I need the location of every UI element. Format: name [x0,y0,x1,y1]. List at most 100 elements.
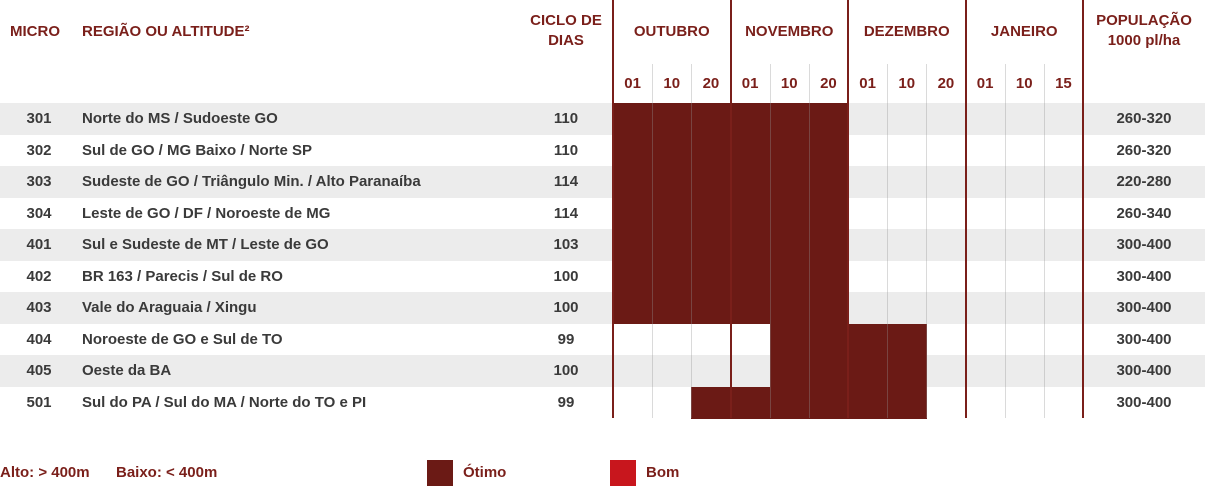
month-divider [964,0,967,418]
month-divider [847,0,850,418]
day-divider [926,64,928,418]
day-label: 20 [702,75,720,92]
period-cell [769,292,810,324]
day-divider [808,64,810,418]
day-label: 01 [859,75,876,92]
region-name: Sul do PA / Sul do MA / Norte do TO e PI [82,393,367,411]
period-cell [848,386,888,419]
period-cell [652,166,692,198]
period-cell [613,229,653,261]
period-cell [808,355,849,387]
day-label: 01 [741,75,759,92]
micro-code: 403 [26,299,52,316]
period-cell [691,103,731,135]
micro-code: 302 [26,141,52,159]
period-cell [730,197,771,230]
period-cell [691,260,731,293]
period-cell [691,134,731,167]
period-cell [808,134,849,167]
population: 300-400 [1116,236,1172,253]
period-cell [769,355,810,387]
cycle-days: 99 [557,330,575,348]
micro-code: 301 [26,110,52,127]
period-cell [730,260,771,293]
period-cell [808,166,849,198]
day-label: 10 [780,75,798,92]
period-cell [613,103,653,135]
period-cell [808,386,849,419]
region-name: Vale do Araguaia / Xingu [82,299,257,316]
day-divider [1043,64,1045,418]
period-cell [769,166,810,198]
month-label: JANEIRO [990,23,1058,40]
legend-swatch [427,460,453,486]
cycle-days: 100 [553,362,579,379]
population: 300-400 [1116,267,1172,285]
micro-code: 303 [26,173,52,190]
region-name: Oeste da BA [82,362,172,379]
header-micro: MICRO [10,23,60,40]
row-band [0,292,1205,324]
region-name: Sul de GO / MG Baixo / Norte SP [82,141,313,159]
period-cell [652,260,692,293]
region-name: Noroeste de GO e Sul de TO [82,330,283,348]
period-cell [769,197,810,230]
legend-label: Bom [646,464,680,481]
period-cell [808,323,849,356]
day-label: 20 [820,75,837,92]
row-band [0,355,1205,387]
cycle-days: 100 [553,299,579,316]
period-cell [769,323,810,356]
day-label: 15 [1055,75,1072,92]
period-cell [848,323,888,356]
period-cell [887,386,927,419]
row-band [0,103,1205,135]
micro-code: 404 [26,330,52,348]
period-cell [613,166,653,198]
cycle-days: 114 [553,173,579,190]
header-region: REGIÃO OU ALTITUDE² [82,23,250,40]
period-cell [652,103,692,135]
day-label: 01 [976,75,994,92]
region-name: Sudeste de GO / Triângulo Min. / Alto Pa… [82,173,421,190]
population: 260-320 [1116,110,1172,127]
period-cell [769,103,810,135]
period-cell [808,229,849,261]
legend-label: Ótimo [463,464,507,481]
day-divider [887,64,889,418]
population: 260-340 [1116,204,1172,222]
period-cell [887,355,927,387]
micro-code: 402 [26,267,52,285]
period-cell [808,103,849,135]
day-label: 01 [624,75,641,92]
period-cell [769,260,810,293]
period-cell [652,229,692,261]
period-cell [652,134,692,167]
period-cell [887,323,927,356]
period-cell [691,229,731,261]
legend-note: Baixo: < 400m [116,464,218,481]
day-label: 10 [663,75,681,92]
period-cell [730,229,771,261]
cycle-days: 110 [553,110,579,127]
region-name: Sul e Sudeste de MT / Leste de GO [82,236,329,253]
population: 220-280 [1116,173,1172,190]
region-name: Norte do MS / Sudoeste GO [82,110,278,127]
period-cell [730,103,771,135]
cycle-days: 100 [553,267,579,285]
cycle-days: 114 [553,204,579,222]
population: 300-400 [1116,299,1172,316]
period-cell [613,292,653,324]
period-cell [652,197,692,230]
day-label: 20 [937,75,955,92]
population: 300-400 [1116,393,1172,411]
day-divider [1004,64,1006,418]
month-label: DEZEMBRO [863,23,950,40]
legend-swatch [610,460,636,486]
period-cell [730,166,771,198]
period-cell [613,134,653,167]
micro-code: 401 [26,236,52,253]
period-cell [848,355,888,387]
region-name: BR 163 / Parecis / Sul de RO [82,267,283,285]
